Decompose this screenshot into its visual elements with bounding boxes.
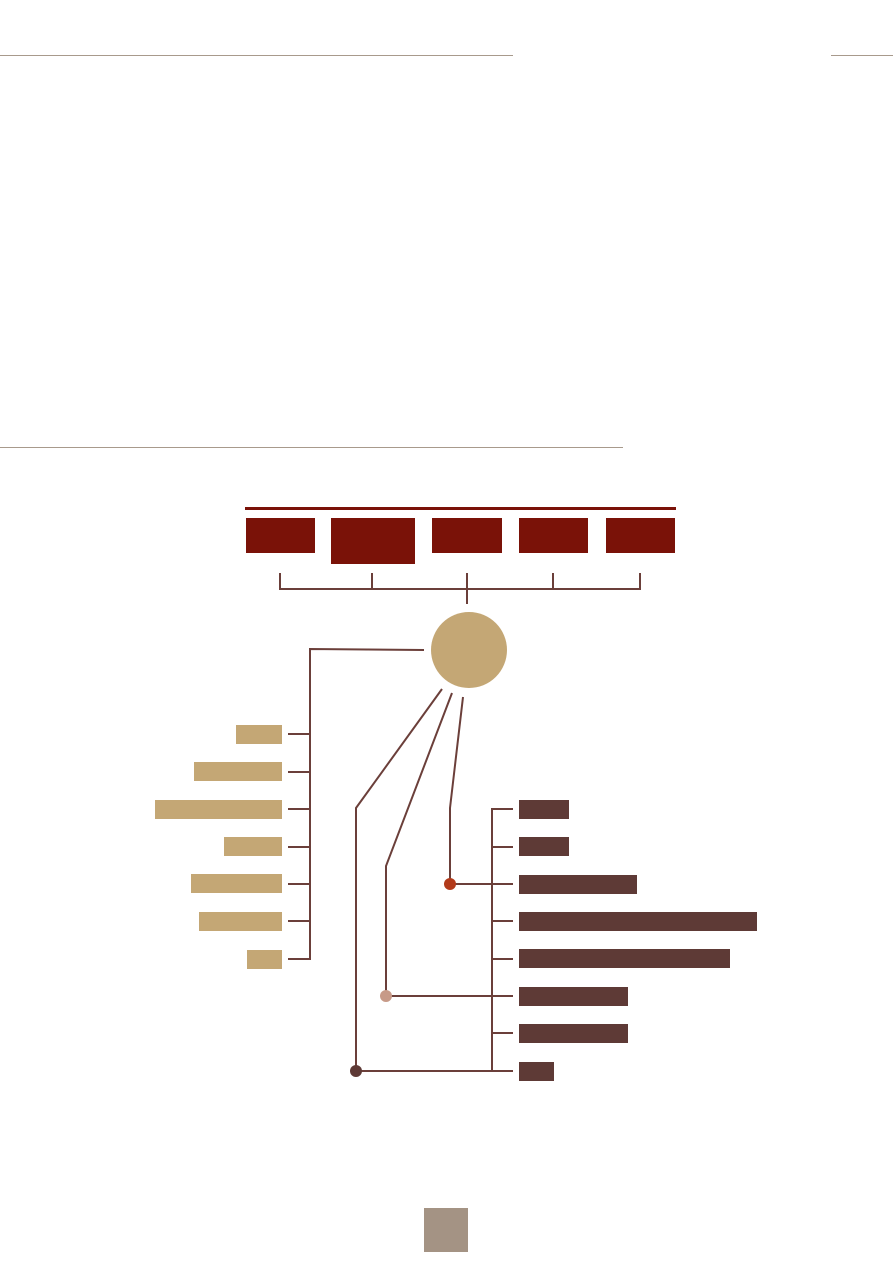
right-bar-3 <box>519 875 637 894</box>
connector-middle <box>385 692 492 997</box>
right-bar-2 <box>519 837 569 856</box>
left-bar-7 <box>247 950 282 969</box>
left-bar-6 <box>199 912 282 931</box>
left-bar-5 <box>191 874 282 893</box>
top-box-1 <box>246 518 315 553</box>
dot-outer <box>350 1065 362 1077</box>
dot-middle <box>380 990 392 1002</box>
header-rule-left <box>0 55 513 56</box>
right-bar-8 <box>519 1062 554 1081</box>
left-bar-4 <box>224 837 282 856</box>
central-node <box>431 612 507 688</box>
connector-inner <box>449 696 492 885</box>
section-rule <box>0 447 623 448</box>
connector-outer <box>355 688 492 1072</box>
right-bar-4 <box>519 912 757 931</box>
right-bar-1 <box>519 800 569 819</box>
left-bar-3 <box>155 800 282 819</box>
left-bar-2 <box>194 762 282 781</box>
page-number-box <box>424 1208 468 1252</box>
diagonal-connectors <box>355 688 492 1072</box>
left-connector <box>288 647 425 960</box>
dot-inner <box>444 878 456 890</box>
top-box-2 <box>331 518 415 564</box>
right-bar-7 <box>519 1024 628 1043</box>
left-bar-1 <box>236 725 282 744</box>
top-box-5 <box>606 518 675 553</box>
top-bracket <box>279 573 641 604</box>
right-bar-5 <box>519 949 730 968</box>
top-box-3 <box>432 518 502 553</box>
top-box-4 <box>519 518 588 553</box>
header-rule-right <box>831 55 893 56</box>
right-bar-6 <box>519 987 628 1006</box>
right-bracket <box>491 808 513 1072</box>
